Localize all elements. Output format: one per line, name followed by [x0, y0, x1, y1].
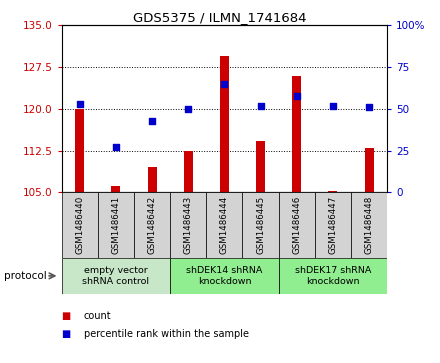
FancyBboxPatch shape: [170, 258, 279, 294]
Text: GSM1486445: GSM1486445: [256, 196, 265, 254]
Text: GDS5375 / ILMN_1741684: GDS5375 / ILMN_1741684: [133, 11, 307, 24]
FancyBboxPatch shape: [134, 192, 170, 258]
Text: shDEK17 shRNA
knockdown: shDEK17 shRNA knockdown: [295, 266, 371, 286]
FancyBboxPatch shape: [279, 192, 315, 258]
Point: [112, 144, 119, 150]
Point: [330, 103, 337, 109]
Text: GSM1486443: GSM1486443: [184, 196, 193, 254]
Text: percentile rank within the sample: percentile rank within the sample: [84, 329, 249, 339]
Text: GSM1486441: GSM1486441: [111, 196, 121, 254]
Point: [293, 93, 300, 98]
Text: empty vector
shRNA control: empty vector shRNA control: [82, 266, 149, 286]
Bar: [184, 151, 193, 192]
FancyBboxPatch shape: [279, 258, 387, 294]
Text: shDEK14 shRNA
knockdown: shDEK14 shRNA knockdown: [186, 266, 263, 286]
Point: [257, 103, 264, 109]
FancyBboxPatch shape: [170, 192, 206, 258]
Text: GSM1486446: GSM1486446: [292, 196, 301, 254]
Text: GSM1486447: GSM1486447: [328, 196, 337, 254]
Point: [149, 118, 156, 123]
Text: GSM1486448: GSM1486448: [365, 196, 374, 254]
Point: [76, 101, 83, 107]
Bar: [365, 148, 374, 192]
Bar: [147, 167, 157, 192]
FancyBboxPatch shape: [206, 192, 242, 258]
Text: count: count: [84, 311, 111, 321]
FancyBboxPatch shape: [351, 192, 387, 258]
Text: ■: ■: [62, 311, 71, 321]
Text: ■: ■: [62, 329, 71, 339]
Bar: [75, 109, 84, 192]
FancyBboxPatch shape: [62, 192, 98, 258]
Bar: [220, 56, 229, 192]
FancyBboxPatch shape: [242, 192, 279, 258]
Text: GSM1486442: GSM1486442: [147, 196, 157, 254]
FancyBboxPatch shape: [62, 258, 170, 294]
Text: protocol: protocol: [4, 271, 47, 281]
Bar: [256, 141, 265, 192]
Bar: [292, 76, 301, 192]
FancyBboxPatch shape: [98, 192, 134, 258]
Bar: [328, 191, 337, 192]
Point: [221, 81, 228, 87]
Bar: [111, 186, 121, 192]
Point: [366, 104, 373, 110]
FancyBboxPatch shape: [315, 192, 351, 258]
Text: GSM1486444: GSM1486444: [220, 196, 229, 254]
Text: GSM1486440: GSM1486440: [75, 196, 84, 254]
Point: [185, 106, 192, 112]
